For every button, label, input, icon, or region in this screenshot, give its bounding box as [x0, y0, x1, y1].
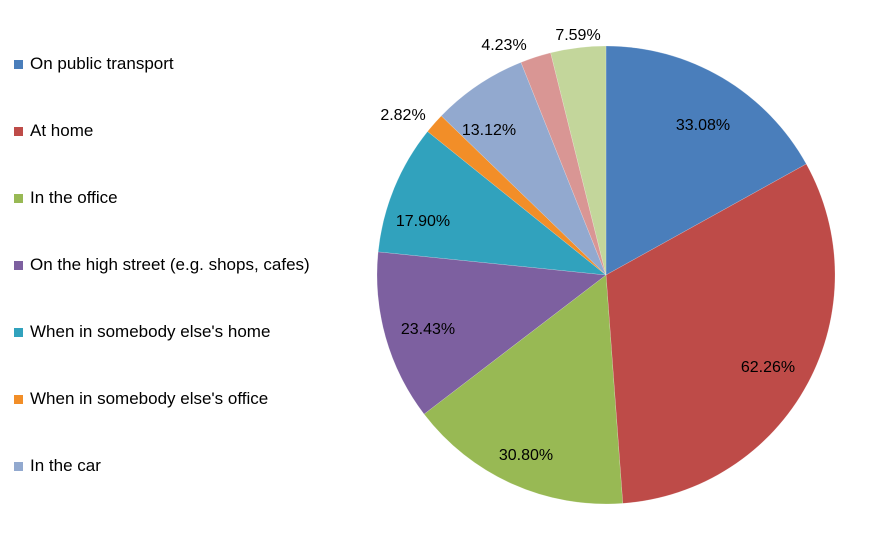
legend-item: In the car	[14, 454, 314, 478]
legend-swatch	[14, 60, 23, 69]
pie-slice	[423, 274, 624, 505]
slice-data-label: 33.08%	[676, 117, 730, 134]
legend-item: At home	[14, 119, 314, 143]
legend-label: On the high street (e.g. shops, cafes)	[30, 255, 310, 274]
slice-data-label: 23.43%	[401, 321, 455, 338]
legend-swatch	[14, 194, 23, 203]
legend-swatch	[14, 127, 23, 136]
legend-item: On public transport	[14, 52, 314, 76]
legend-swatch	[14, 462, 23, 471]
legend-item: When in somebody else's office	[14, 387, 314, 411]
slice-data-label: 17.90%	[396, 213, 450, 230]
pie-slice	[605, 163, 836, 504]
pie-slice	[377, 131, 607, 276]
legend-item: When in somebody else's home	[14, 320, 314, 344]
legend-label: When in somebody else's office	[30, 389, 269, 408]
slice-data-label: 13.12%	[462, 122, 516, 139]
legend-label: When in somebody else's home	[30, 322, 271, 341]
legend-label: On public transport	[30, 54, 174, 73]
slice-data-label: 30.80%	[499, 447, 553, 464]
legend-label: At home	[30, 121, 94, 140]
pie-slice	[550, 45, 607, 276]
pie-slice	[427, 115, 607, 276]
legend-label: In the car	[30, 456, 101, 475]
slice-data-label: 2.82%	[380, 107, 425, 124]
legend-item: On the high street (e.g. shops, cafes)	[14, 253, 314, 277]
legend-item: In the office	[14, 186, 314, 210]
slice-data-label: 62.26%	[741, 359, 795, 376]
slice-data-label: 7.59%	[555, 27, 600, 44]
pie-slice	[440, 62, 607, 276]
legend-label: In the office	[30, 188, 118, 207]
pie-slice	[605, 45, 807, 276]
legend-swatch	[14, 395, 23, 404]
pie-slice	[376, 251, 607, 415]
slice-data-label: 4.23%	[481, 37, 526, 54]
pie-slice	[520, 52, 607, 276]
legend-swatch	[14, 328, 23, 337]
legend-swatch	[14, 261, 23, 270]
